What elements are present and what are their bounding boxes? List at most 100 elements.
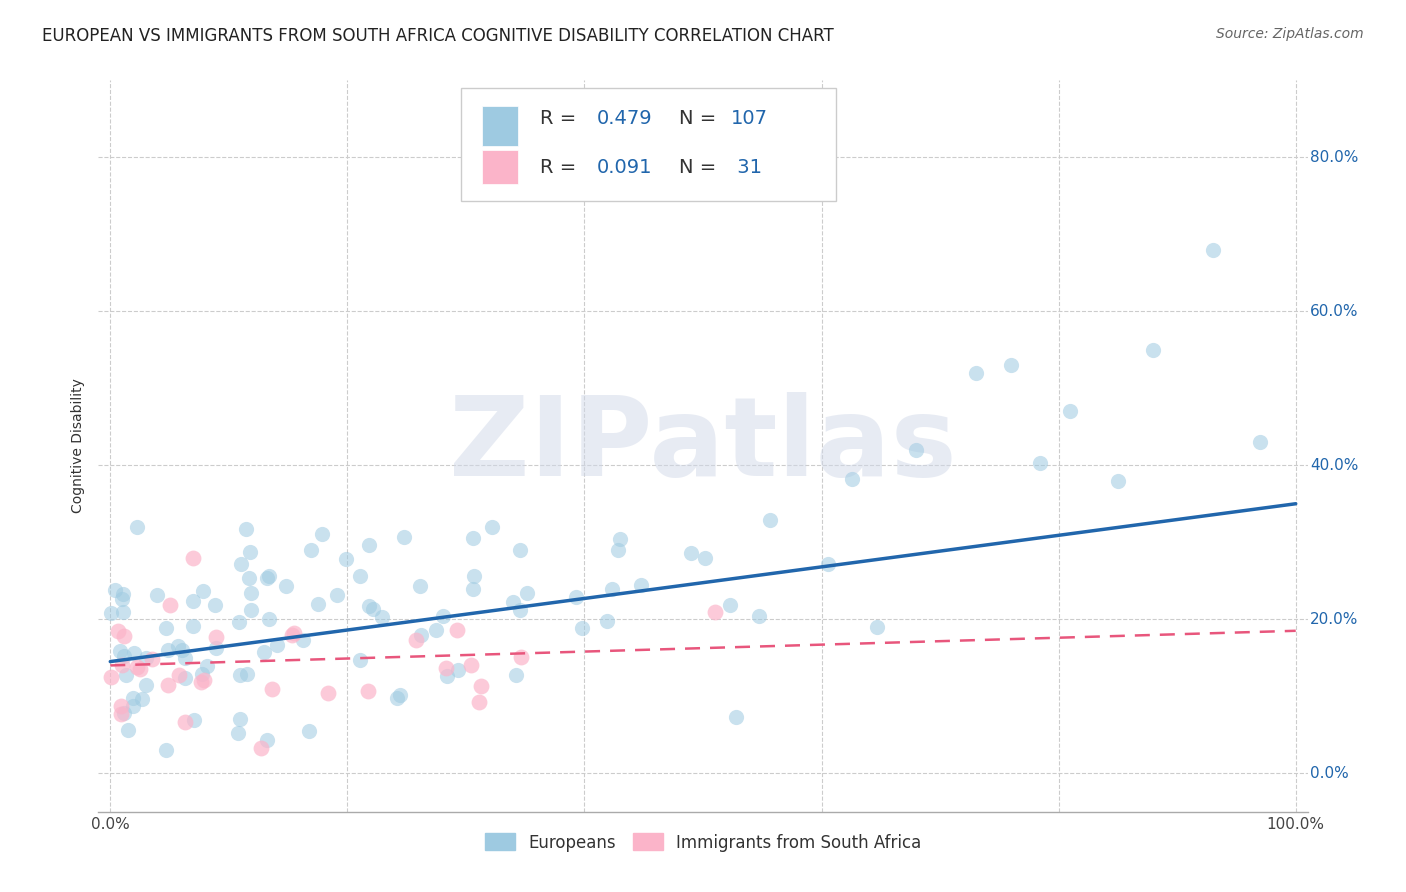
Point bbox=[122, 691, 145, 706]
Point bbox=[112, 706, 135, 720]
Point bbox=[630, 578, 652, 592]
Point bbox=[392, 530, 415, 544]
Text: EUROPEAN VS IMMIGRANTS FROM SOUTH AFRICA COGNITIVE DISABILITY CORRELATION CHART: EUROPEAN VS IMMIGRANTS FROM SOUTH AFRICA… bbox=[42, 27, 834, 45]
Point bbox=[173, 671, 195, 685]
Point bbox=[281, 628, 304, 642]
Point bbox=[349, 569, 371, 583]
Point bbox=[461, 531, 484, 545]
Point bbox=[167, 668, 190, 682]
Point bbox=[239, 545, 262, 559]
Point bbox=[260, 682, 283, 697]
Point bbox=[359, 538, 381, 552]
Point bbox=[510, 650, 533, 665]
Point bbox=[155, 621, 177, 635]
Text: 80.0%: 80.0% bbox=[1310, 150, 1358, 165]
Point bbox=[600, 582, 623, 596]
Point bbox=[307, 597, 329, 611]
Text: R =: R = bbox=[540, 109, 582, 128]
Point bbox=[131, 692, 153, 706]
Point bbox=[228, 712, 250, 726]
Point bbox=[135, 678, 157, 692]
Point bbox=[108, 644, 131, 658]
Point bbox=[226, 726, 249, 740]
Point bbox=[170, 643, 193, 657]
Point bbox=[205, 631, 228, 645]
Point bbox=[1028, 456, 1050, 470]
Point bbox=[425, 623, 447, 637]
Point bbox=[434, 661, 457, 675]
Point bbox=[205, 640, 228, 655]
Text: 107: 107 bbox=[731, 109, 768, 128]
Point bbox=[326, 588, 349, 602]
Point bbox=[114, 668, 136, 682]
Text: 0.0%: 0.0% bbox=[1310, 765, 1348, 780]
Point bbox=[409, 579, 432, 593]
Point bbox=[1107, 474, 1129, 488]
Point bbox=[190, 675, 212, 690]
Point bbox=[463, 582, 485, 596]
FancyBboxPatch shape bbox=[461, 87, 837, 201]
Point bbox=[905, 442, 928, 457]
Point bbox=[181, 593, 204, 607]
Point bbox=[229, 557, 252, 571]
Point bbox=[432, 608, 454, 623]
Point bbox=[1202, 243, 1225, 257]
Point bbox=[228, 667, 250, 681]
Point bbox=[183, 713, 205, 727]
Point bbox=[141, 652, 163, 666]
Point bbox=[371, 610, 394, 624]
Text: 0.479: 0.479 bbox=[596, 109, 652, 128]
Text: 40.0%: 40.0% bbox=[1310, 458, 1358, 473]
Point bbox=[299, 543, 322, 558]
Point bbox=[1142, 343, 1164, 357]
Text: ZIPatlas: ZIPatlas bbox=[449, 392, 957, 500]
Point bbox=[195, 659, 218, 673]
Point bbox=[1249, 435, 1271, 450]
Point bbox=[357, 683, 380, 698]
Point bbox=[387, 691, 409, 706]
Point bbox=[156, 678, 179, 692]
Point bbox=[145, 588, 167, 602]
Point bbox=[228, 615, 250, 629]
Point bbox=[253, 645, 276, 659]
Point bbox=[104, 583, 127, 598]
Point bbox=[181, 550, 204, 565]
Point bbox=[125, 520, 148, 534]
Legend: Europeans, Immigrants from South Africa: Europeans, Immigrants from South Africa bbox=[478, 827, 928, 858]
Point bbox=[283, 626, 305, 640]
Point bbox=[311, 527, 333, 541]
Point bbox=[193, 673, 215, 687]
Text: 20.0%: 20.0% bbox=[1310, 612, 1358, 627]
Point bbox=[127, 659, 149, 673]
Point bbox=[157, 643, 180, 657]
Point bbox=[238, 571, 260, 585]
Bar bbox=[482, 150, 517, 184]
Point bbox=[110, 699, 132, 714]
Point bbox=[111, 657, 134, 672]
Point bbox=[565, 590, 588, 604]
Point bbox=[117, 723, 139, 737]
Y-axis label: Cognitive Disability: Cognitive Disability bbox=[72, 378, 86, 514]
Point bbox=[239, 602, 262, 616]
Point bbox=[389, 688, 412, 702]
Point bbox=[256, 571, 278, 585]
Point bbox=[250, 740, 273, 755]
Point bbox=[174, 651, 197, 665]
Point bbox=[112, 587, 135, 601]
Point bbox=[257, 612, 280, 626]
Point bbox=[235, 522, 257, 536]
Point bbox=[606, 543, 628, 558]
Point bbox=[609, 533, 631, 547]
Point bbox=[111, 591, 134, 606]
Point bbox=[298, 723, 321, 738]
Point bbox=[596, 615, 619, 629]
Point bbox=[516, 586, 538, 600]
Point bbox=[166, 640, 188, 654]
Point bbox=[128, 662, 150, 676]
Text: 31: 31 bbox=[731, 158, 762, 177]
Text: N =: N = bbox=[679, 158, 723, 177]
Point bbox=[470, 679, 492, 693]
Point bbox=[256, 733, 278, 747]
Point bbox=[173, 715, 195, 730]
Point bbox=[965, 366, 987, 380]
